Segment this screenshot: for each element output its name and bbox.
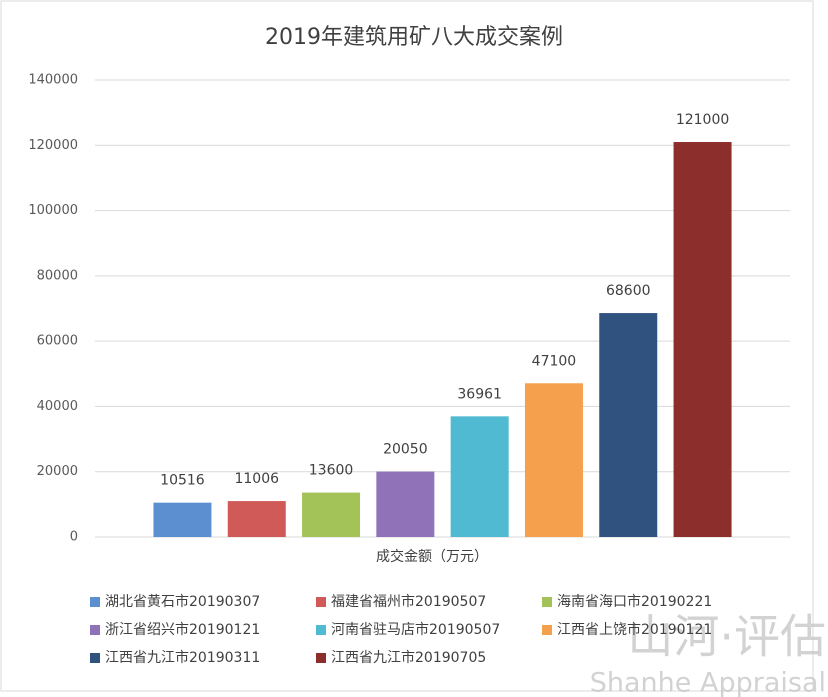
legend-swatch	[90, 653, 100, 663]
y-tick-label: 40000	[37, 399, 78, 414]
legend-swatch	[316, 625, 326, 635]
legend-label: 江西省九江市20190705	[331, 649, 486, 666]
legend-swatch	[542, 597, 552, 607]
y-tick-label: 60000	[37, 334, 78, 349]
legend-label: 福建省福州市20190507	[331, 593, 486, 610]
data-label: 10516	[160, 473, 205, 489]
legend-swatch	[316, 597, 326, 607]
data-label: 36961	[457, 386, 502, 402]
y-tick-label: 20000	[37, 464, 78, 479]
legend-label: 江西省上饶市20190121	[557, 621, 712, 638]
watermark-sub: Shanhe Appraisal	[590, 668, 826, 697]
data-label: 20050	[383, 442, 428, 458]
legend-label: 河南省驻马店市20190507	[331, 621, 500, 638]
legend-swatch	[542, 625, 552, 635]
chart-title: 2019年建筑用矿八大成交案例	[265, 25, 563, 50]
bar	[302, 492, 361, 537]
x-axis-label: 成交金额（万元）	[376, 548, 488, 565]
bar	[227, 501, 286, 537]
y-tick-label: 80000	[37, 268, 78, 283]
data-label: 13600	[309, 463, 354, 479]
data-label: 11006	[234, 471, 279, 487]
bar	[524, 383, 583, 537]
y-tick-label: 120000	[28, 138, 78, 153]
bar	[673, 142, 732, 537]
data-label: 47100	[532, 353, 577, 369]
legend-swatch	[316, 653, 326, 663]
legend-label: 湖北省黄石市20190307	[105, 593, 260, 610]
bar	[450, 416, 509, 537]
y-tick-label: 100000	[28, 203, 78, 218]
legend-swatch	[90, 625, 100, 635]
legend-swatch	[90, 597, 100, 607]
bar	[599, 313, 658, 537]
y-tick-label: 0	[70, 530, 78, 545]
legend-label: 海南省海口市20190221	[557, 593, 712, 610]
watermark: 山河·评估	[627, 610, 826, 664]
legend-label: 江西省九江市20190311	[105, 649, 260, 666]
y-tick-label: 140000	[28, 73, 78, 88]
data-label: 68600	[606, 283, 651, 299]
bar	[153, 502, 212, 537]
legend-label: 浙江省绍兴市20190121	[105, 621, 260, 638]
data-label: 121000	[676, 112, 729, 128]
bar	[376, 471, 435, 537]
